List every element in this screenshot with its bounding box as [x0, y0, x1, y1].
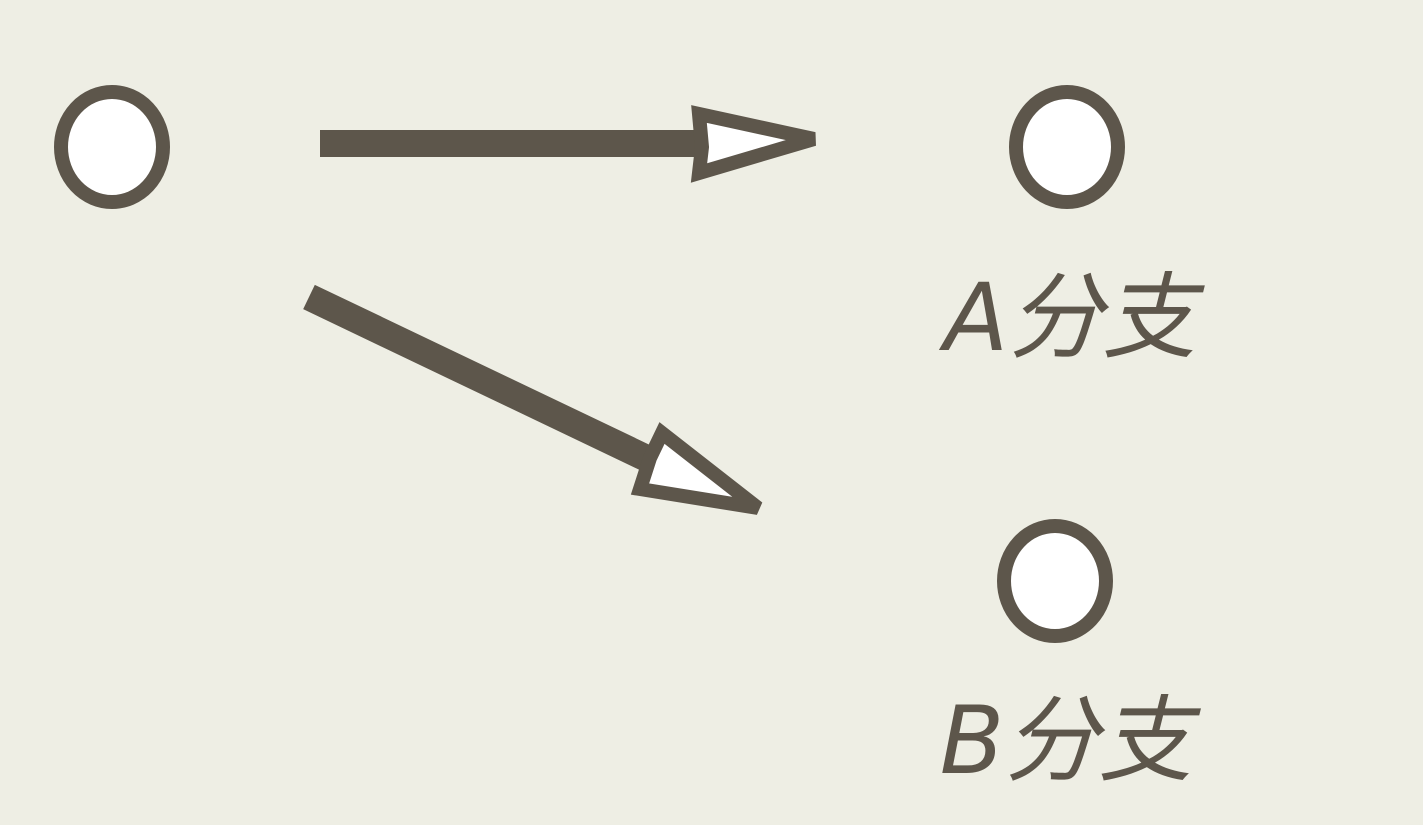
branch-b-node: [997, 519, 1113, 643]
arrow-b-head: [630, 422, 763, 515]
arrow-a-head: [690, 105, 816, 183]
branch-a-label: A分支: [939, 264, 1205, 373]
arrow-to-branch-b: [303, 284, 763, 515]
branch-a-node: [1009, 85, 1125, 209]
arrow-to-branch-a: [320, 105, 816, 183]
branch-b-label: B分支: [940, 687, 1201, 796]
arrow-b-shaft: [303, 284, 654, 472]
source-node: [54, 85, 170, 209]
arrow-a-shaft: [320, 130, 704, 157]
